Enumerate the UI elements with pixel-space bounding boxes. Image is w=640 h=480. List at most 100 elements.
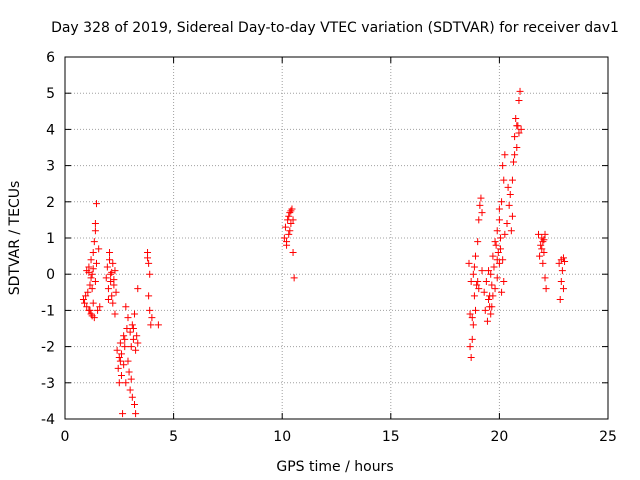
data-point	[498, 198, 506, 206]
data-point	[541, 230, 549, 238]
y-axis-label: SDTVAR / TECUs	[7, 181, 23, 296]
data-point	[501, 230, 509, 238]
data-point	[478, 209, 486, 217]
data-point	[128, 393, 136, 401]
data-point	[512, 115, 520, 123]
data-point	[477, 194, 485, 202]
data-point	[123, 325, 131, 332]
data-point	[89, 299, 97, 307]
data-point	[517, 125, 525, 133]
data-point	[122, 303, 130, 311]
data-point	[539, 238, 547, 246]
data-point	[87, 310, 95, 318]
data-point	[507, 227, 515, 235]
data-point	[475, 216, 483, 224]
y-tick-label: -4	[41, 412, 55, 428]
data-point	[478, 267, 486, 275]
data-point	[86, 306, 94, 314]
data-point	[124, 314, 132, 322]
data-point	[506, 191, 514, 199]
data-point	[92, 259, 100, 267]
data-point	[285, 212, 293, 220]
data-point	[289, 216, 297, 224]
data-point	[283, 238, 291, 246]
data-point	[106, 256, 114, 264]
data-point	[129, 335, 137, 343]
data-point	[94, 306, 102, 314]
data-point	[542, 285, 550, 293]
data-point	[513, 122, 521, 130]
y-axis: -4 -3 -2 -1 0 1 2 3 4 5 6	[41, 50, 608, 428]
data-point	[469, 321, 477, 329]
data-point	[466, 310, 474, 318]
x-tick-label: 5	[169, 429, 178, 445]
data-point	[496, 234, 504, 242]
data-point	[102, 274, 110, 282]
data-point	[134, 339, 142, 347]
data-point	[104, 296, 112, 304]
data-point	[501, 151, 509, 159]
data-point	[516, 87, 524, 95]
data-point	[559, 254, 567, 262]
x-axis-label: GPS time / hours	[276, 459, 393, 475]
data-point	[515, 129, 523, 137]
data-point	[147, 321, 155, 329]
data-point	[113, 346, 121, 354]
data-point	[86, 281, 94, 289]
y-tick-label: 3	[46, 159, 55, 175]
data-point	[120, 332, 128, 340]
data-point	[107, 270, 115, 278]
data-point	[121, 335, 129, 343]
data-point	[508, 176, 516, 184]
data-point	[474, 238, 482, 246]
data-point	[472, 252, 480, 260]
y-tick-label: 1	[46, 231, 55, 247]
data-point	[475, 285, 483, 293]
data-point	[79, 296, 87, 304]
data-point	[92, 200, 100, 208]
data-point	[557, 277, 565, 285]
data-point	[131, 401, 139, 409]
data-point	[146, 306, 154, 314]
data-point	[468, 335, 476, 343]
data-point	[128, 321, 136, 329]
data-point	[109, 299, 117, 307]
y-tick-label: 5	[46, 86, 55, 102]
data-point	[465, 259, 473, 267]
data-point	[103, 263, 111, 271]
data-point	[127, 375, 135, 383]
data-point	[106, 248, 114, 256]
data-point	[540, 248, 548, 256]
data-point	[116, 339, 124, 347]
y-tick-label: -2	[41, 340, 55, 356]
data-point	[495, 205, 503, 213]
data-point	[467, 277, 475, 285]
data-point	[493, 256, 501, 264]
data-point	[541, 274, 549, 282]
data-point	[88, 312, 96, 320]
data-point	[288, 205, 296, 213]
y-tick-label: 2	[46, 195, 55, 211]
data-point	[121, 343, 129, 351]
data-points	[79, 87, 569, 418]
data-point	[489, 252, 497, 260]
data-point	[145, 259, 153, 267]
data-point	[495, 259, 503, 267]
y-tick-label: 6	[46, 50, 55, 66]
data-point	[511, 133, 519, 141]
data-point	[480, 288, 488, 296]
data-point	[476, 201, 484, 209]
data-point	[114, 364, 122, 372]
data-point	[285, 230, 293, 238]
data-point	[470, 263, 478, 271]
data-point	[144, 254, 152, 262]
data-point	[119, 410, 127, 418]
data-point	[110, 276, 118, 284]
data-point	[492, 241, 500, 249]
data-point	[112, 288, 120, 296]
data-point	[558, 267, 566, 275]
data-point	[491, 285, 499, 293]
data-point	[85, 268, 93, 276]
data-point	[503, 220, 511, 228]
y-tick-label: -1	[41, 303, 55, 319]
